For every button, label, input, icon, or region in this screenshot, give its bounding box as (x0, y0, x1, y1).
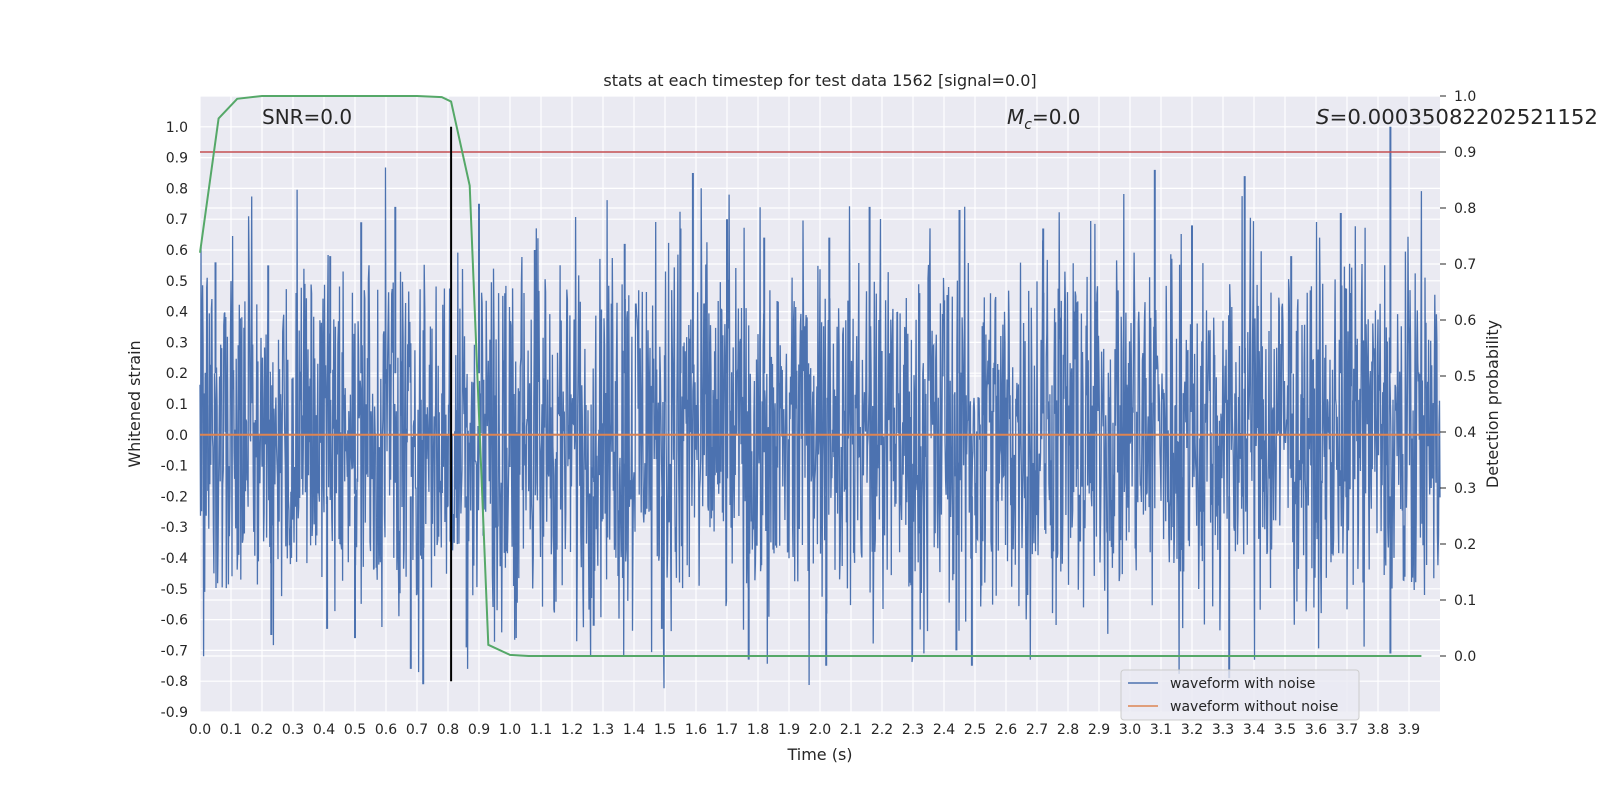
x-tick-label: 2.2 (871, 722, 893, 738)
x-tick-label: 0.7 (406, 722, 428, 738)
y-tick-label: 0.6 (166, 243, 188, 259)
x-tick-label: 1.1 (530, 722, 552, 738)
x-tick-label: 0.3 (282, 722, 304, 738)
x-tick-label: 1.4 (623, 722, 645, 738)
y-axis-label: Whitened strain (125, 340, 144, 467)
x-tick-label: 1.9 (778, 722, 800, 738)
x-tick-label: 3.8 (1367, 722, 1389, 738)
y2-tick-label: 0.2 (1454, 537, 1476, 553)
x-tick-label: 3.6 (1305, 722, 1327, 738)
y-tick-label: 0.1 (166, 397, 188, 413)
legend-label-clean: waveform without noise (1170, 699, 1338, 715)
chirp-mass-annotation: Mc=0.0 (1007, 105, 1081, 133)
x-tick-label: 3.5 (1274, 722, 1296, 738)
x-tick-label: 0.6 (375, 722, 397, 738)
x-tick-label: 2.3 (902, 722, 924, 738)
x-tick-label: 2.9 (1088, 722, 1110, 738)
x-tick-label: 1.2 (561, 722, 583, 738)
x-tick-label: 0.4 (313, 722, 335, 738)
x-tick-label: 2.1 (840, 722, 862, 738)
y-tick-label: 0.4 (166, 305, 188, 321)
y-tick-label: 0.0 (166, 428, 188, 444)
y2-tick-label: 1.0 (1454, 89, 1476, 105)
y-tick-label: 0.9 (166, 151, 188, 167)
y2-tick-label: 0.6 (1454, 313, 1476, 329)
y-tick-label: -0.7 (161, 643, 188, 659)
x-tick-label: 1.8 (747, 722, 769, 738)
y2-tick-label: 0.4 (1454, 425, 1476, 441)
y-tick-label: 0.3 (166, 335, 188, 351)
x-tick-label: 2.5 (964, 722, 986, 738)
y2-tick-label: 0.5 (1454, 369, 1476, 385)
x-axis-label: Time (s) (786, 745, 852, 764)
x-tick-label: 2.4 (933, 722, 955, 738)
y-tick-label: 0.5 (166, 274, 188, 290)
legend-box (1120, 669, 1360, 721)
y-tick-label: 0.8 (166, 181, 188, 197)
mc-subscript: c (1024, 117, 1032, 133)
x-tick-label: 0.2 (251, 722, 273, 738)
x-tick-label: 2.7 (1026, 722, 1048, 738)
y2-tick-label: 0.3 (1454, 481, 1476, 497)
mc-value: =0.0 (1032, 105, 1081, 129)
chart-title: stats at each timestep for test data 156… (603, 71, 1036, 90)
series-layer (199, 95, 1441, 689)
waveform-with-noise-line (199, 167, 1441, 689)
y2-tick-label: 0.0 (1454, 649, 1476, 665)
y2-tick-label: 0.1 (1454, 593, 1476, 609)
x-tick-label: 1.7 (716, 722, 738, 738)
x-tick-label: 2.8 (1057, 722, 1079, 738)
y-tick-label: 0.2 (166, 366, 188, 382)
x-tick-label: 3.4 (1243, 722, 1265, 738)
x-tick-label: 3.1 (1150, 722, 1172, 738)
y2-tick-label: 0.8 (1454, 201, 1476, 217)
y-tick-label: -0.8 (161, 674, 188, 690)
x-tick-label: 0.5 (344, 722, 366, 738)
x-tick-label: 1.0 (499, 722, 521, 738)
y-tick-label: -0.3 (161, 520, 188, 536)
y-tick-label: -0.4 (161, 551, 188, 567)
x-tick-label: 2.6 (995, 722, 1017, 738)
x-tick-label: 3.3 (1212, 722, 1234, 738)
y2-tick-label: 0.7 (1454, 257, 1476, 273)
detection-probability-line (199, 95, 1422, 657)
tick-labels: 0.0 0.1 0.2 0.3 0.4 0.5 0.6 0.7 0.8 0.9 1.0 1.1 1.2 1… (161, 89, 1477, 738)
x-tick-label: 2.0 (809, 722, 831, 738)
x-tick-label: 0.1 (220, 722, 242, 738)
x-tick-label: 3.0 (1119, 722, 1141, 738)
y-tick-label: 0.7 (166, 212, 188, 228)
x-tick-label: 3.7 (1336, 722, 1358, 738)
y-tick-label: -0.1 (161, 459, 188, 475)
x-tick-label: 0.0 (189, 722, 211, 738)
x-tick-label: 1.3 (592, 722, 614, 738)
y-tick-label: 1.0 (166, 120, 188, 136)
x-tick-label: 3.2 (1181, 722, 1203, 738)
y-tick-label: -0.6 (161, 613, 188, 629)
y-tick-label: -0.5 (161, 582, 188, 598)
x-tick-label: 0.8 (437, 722, 459, 738)
mc-symbol: M (1007, 105, 1024, 129)
x-tick-label: 3.9 (1398, 722, 1420, 738)
y2-axis-label: Detection probability (1483, 320, 1502, 488)
legend-label-noise: waveform with noise (1170, 676, 1315, 692)
x-tick-label: 1.5 (654, 722, 676, 738)
x-tick-label: 1.6 (685, 722, 707, 738)
s-symbol: S (1316, 105, 1330, 129)
legend: waveform with noise waveform without noi… (1120, 669, 1360, 721)
score-annotation: S=0.00035082202521152 (1316, 105, 1598, 129)
snr-annotation: SNR=0.0 (262, 105, 352, 129)
y-tick-label: -0.9 (161, 705, 188, 721)
s-value: =0.00035082202521152 (1330, 105, 1598, 129)
y2-tick-label: 0.9 (1454, 145, 1476, 161)
x-tick-label: 0.9 (468, 722, 490, 738)
y-tick-label: -0.2 (161, 489, 188, 505)
